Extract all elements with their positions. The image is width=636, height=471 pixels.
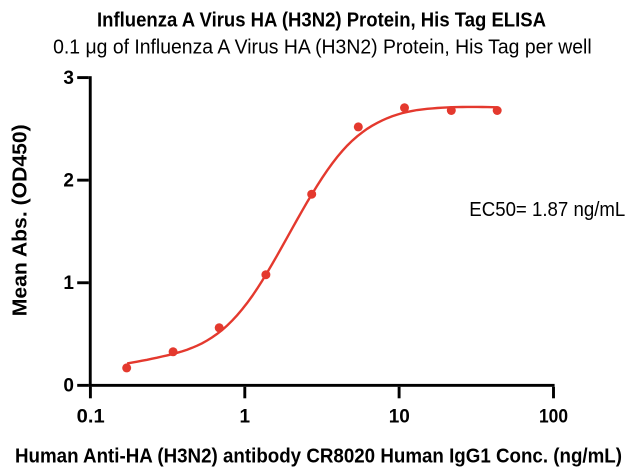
svg-text:Influenza A Virus HA (H3N2) Pr: Influenza A Virus HA (H3N2) Protein, His…: [97, 9, 546, 31]
svg-text:0: 0: [63, 376, 74, 397]
svg-text:Human Anti-HA (H3N2) antibody: Human Anti-HA (H3N2) antibody CR8020 Hum…: [15, 446, 622, 468]
svg-text:EC50= 1.87 ng/mL: EC50= 1.87 ng/mL: [469, 199, 625, 221]
svg-text:0.1: 0.1: [77, 407, 105, 428]
svg-text:1: 1: [63, 273, 74, 294]
svg-text:0.1 μg of Influenza A Virus HA: 0.1 μg of Influenza A Virus HA (H3N2) Pr…: [53, 36, 592, 58]
svg-text:10: 10: [389, 407, 410, 428]
svg-text:100: 100: [539, 407, 568, 428]
svg-text:2: 2: [63, 170, 74, 191]
svg-text:1: 1: [240, 407, 251, 428]
svg-text:3: 3: [63, 68, 74, 89]
svg-text:Mean Abs. (OD450): Mean Abs. (OD450): [10, 124, 32, 316]
